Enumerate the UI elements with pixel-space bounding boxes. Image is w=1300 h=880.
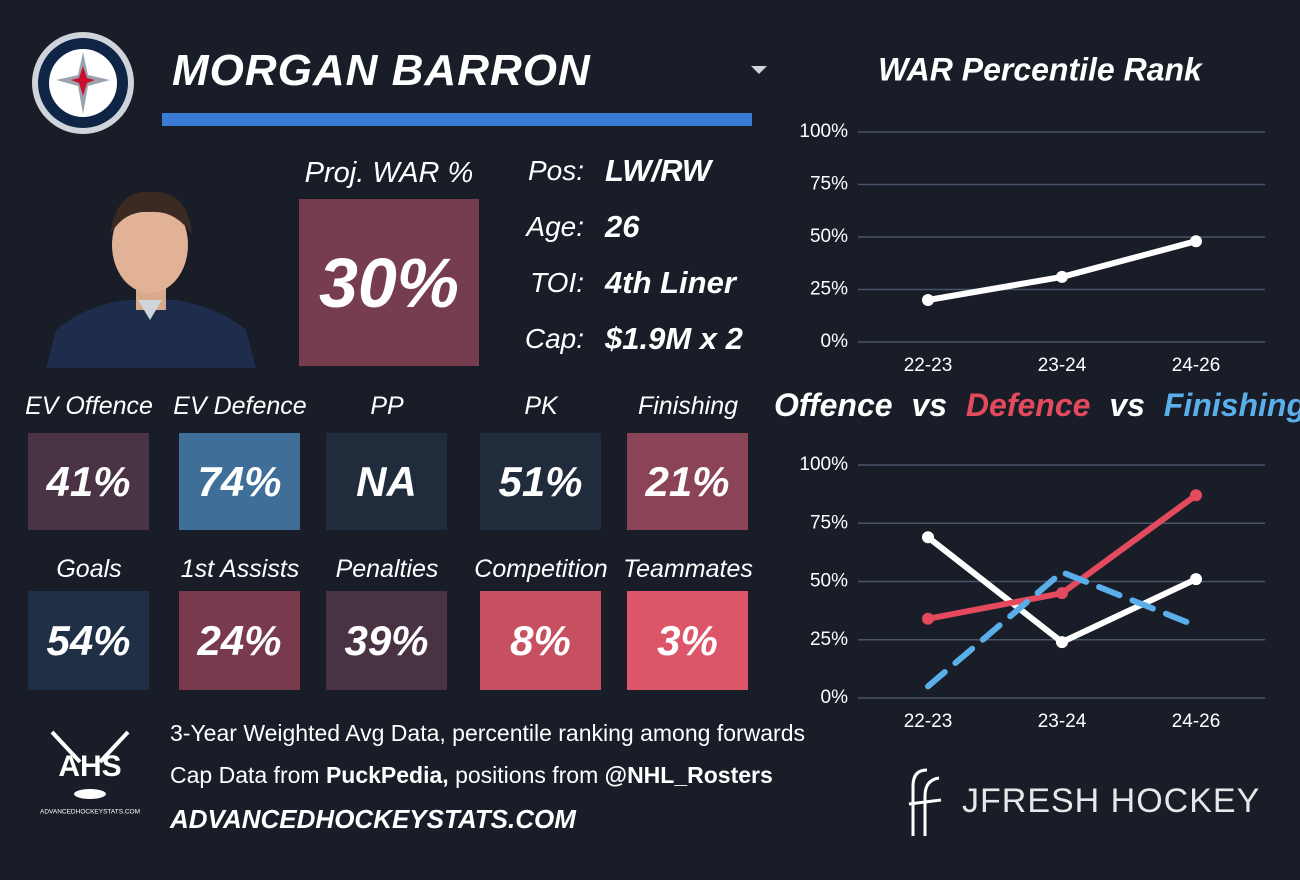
legend-finishing: Finishing — [1164, 387, 1300, 423]
ahs-logo: AHS ADVANCEDHOCKEYSTATS.COM — [40, 730, 140, 816]
line-series — [925, 568, 1199, 690]
x-tick-label: 23-24 — [1038, 355, 1087, 376]
bio-label: Age: — [526, 211, 584, 242]
legend-offence: Offence — [774, 387, 893, 423]
tile-label: Teammates — [623, 555, 753, 583]
tile-label: Competition — [474, 555, 608, 583]
tile-value: 51% — [480, 433, 601, 530]
bio-value: LW/RW — [605, 153, 712, 188]
brand: JFRESH HOCKEY — [962, 782, 1261, 820]
tile-value: 3% — [627, 591, 748, 690]
footer-cap-source: PuckPedia, — [325, 762, 449, 788]
y-tick-label: 100% — [799, 121, 848, 142]
footer-cap-source: @NHL_Rosters — [604, 762, 773, 788]
player-name: MORGAN BARRON — [172, 46, 591, 95]
point — [1056, 636, 1068, 649]
tile-value: 21% — [627, 433, 748, 530]
bio-value: 26 — [605, 209, 640, 244]
bio-value: 4th Liner — [605, 265, 736, 300]
footer-note: 3-Year Weighted Avg Data, percentile ran… — [170, 720, 806, 746]
tile-value: 41% — [28, 433, 149, 530]
header-underline — [162, 113, 752, 126]
chart-title: Offence vs Defence vs Finishing — [774, 387, 1300, 423]
title-separator: vs — [911, 387, 947, 423]
bio-label: Pos: — [527, 155, 584, 186]
footer-cap-text: Cap Data from — [170, 762, 320, 788]
y-tick-label: 75% — [810, 174, 848, 195]
brand-logo — [908, 768, 942, 836]
point — [1056, 587, 1068, 600]
tile-value: NA — [326, 433, 447, 530]
point — [922, 612, 934, 625]
bio-label: Cap: — [524, 323, 584, 354]
team-logo — [32, 32, 134, 134]
x-tick-label: 22-23 — [904, 355, 953, 376]
tile-label: Finishing — [637, 392, 739, 420]
chart-title: WAR Percentile Rank — [878, 51, 1204, 87]
line-series — [925, 238, 1199, 303]
tile-label: EV Defence — [173, 392, 307, 420]
tile-value: 54% — [28, 591, 149, 690]
tile-value: 24% — [179, 591, 300, 690]
website: ADVANCEDHOCKEYSTATS.COM — [170, 804, 576, 834]
proj-war-label: Proj. WAR % — [304, 157, 474, 189]
x-tick-label: 24-26 — [1172, 355, 1221, 376]
ahs-logo-text: AHS — [58, 750, 121, 783]
title-separator: vs — [1109, 387, 1145, 423]
point — [1190, 489, 1202, 502]
point — [922, 531, 934, 544]
x-tick-label: 22-23 — [904, 711, 953, 732]
footer-cap: Cap Data from PuckPedia, positions from … — [170, 762, 773, 789]
proj-war-value: 30% — [299, 199, 479, 366]
point — [1056, 270, 1068, 283]
y-tick-label: 25% — [810, 279, 848, 300]
tile-value: 39% — [326, 591, 447, 690]
y-tick-label: 50% — [810, 226, 848, 247]
footer-cap-text: positions from — [455, 762, 599, 788]
tile-label: PK — [524, 392, 558, 420]
legend-defence: Defence — [966, 387, 1091, 423]
y-tick-label: 100% — [799, 454, 848, 475]
tile-label: Goals — [56, 555, 122, 583]
tile-label: Penalties — [335, 555, 439, 583]
bio-label: TOI: — [530, 267, 584, 298]
y-tick-label: 0% — [821, 331, 849, 352]
tile-value: 8% — [480, 591, 601, 690]
tile-label: PP — [370, 392, 404, 420]
tile-label: 1st Assists — [180, 555, 300, 583]
bio-value: $1.9M x 2 — [605, 321, 743, 356]
tile-value: 74% — [179, 433, 300, 530]
dropdown-toggle[interactable] — [750, 64, 768, 76]
y-tick-label: 75% — [810, 512, 848, 533]
point — [1190, 573, 1202, 586]
player-photo — [46, 191, 256, 368]
ahs-logo-subtext: ADVANCEDHOCKEYSTATS.COM — [40, 809, 140, 816]
tile-label: EV Offence — [25, 392, 153, 420]
point — [1190, 235, 1202, 248]
y-tick-label: 0% — [821, 687, 849, 708]
point — [922, 294, 934, 306]
y-tick-label: 25% — [810, 629, 848, 650]
y-tick-label: 50% — [810, 571, 848, 592]
x-tick-label: 24-26 — [1172, 711, 1221, 732]
x-tick-label: 23-24 — [1038, 711, 1087, 732]
